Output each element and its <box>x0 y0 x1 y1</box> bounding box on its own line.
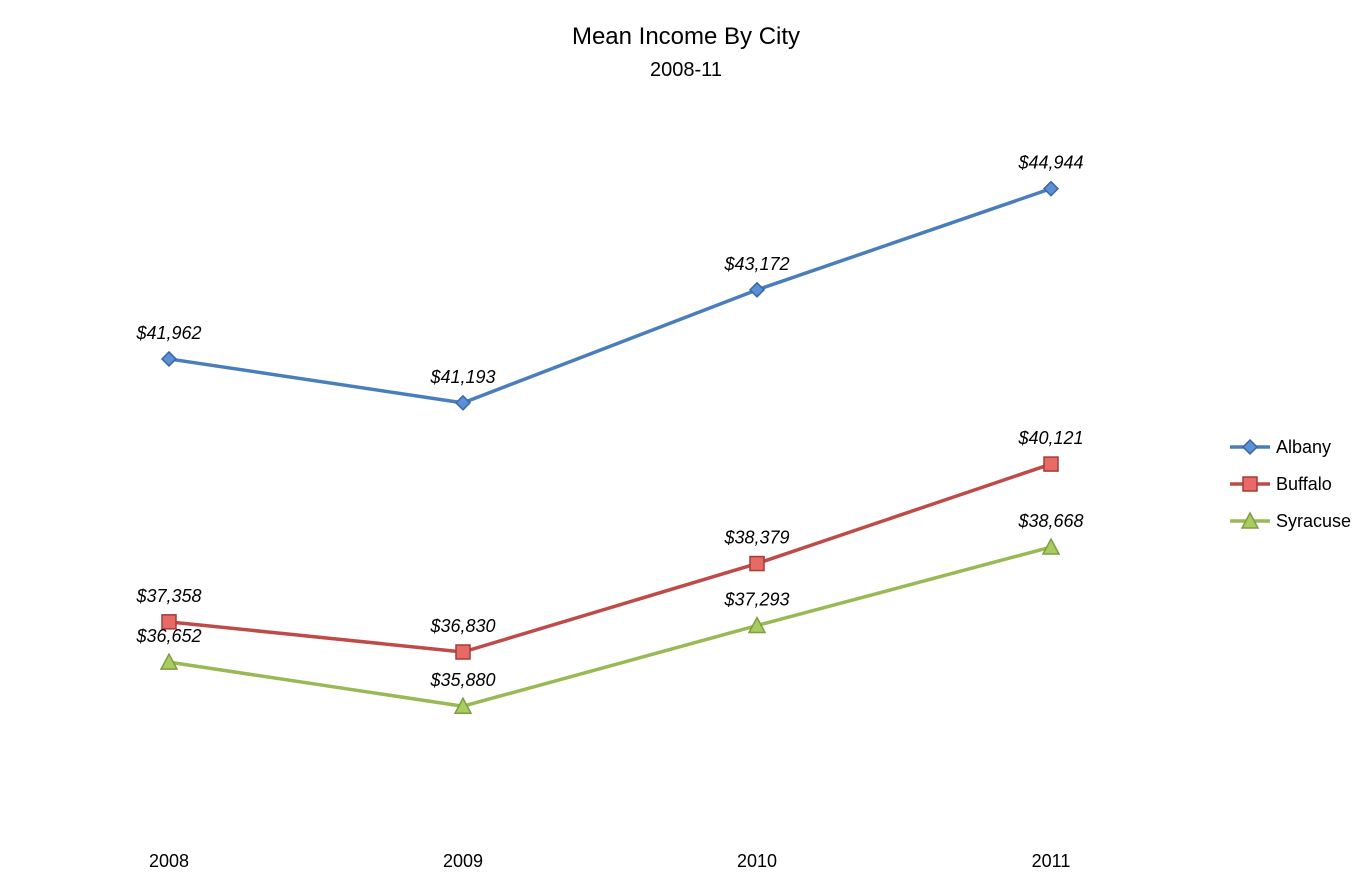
legend-marker-albany <box>1241 438 1259 456</box>
chart-subtitle: 2008-11 <box>650 59 722 81</box>
legend-item-albany: Albany <box>1230 437 1331 457</box>
data-label-buffalo-2009: $36,830 <box>429 616 495 636</box>
legend-label-syracuse: Syracuse <box>1276 511 1351 531</box>
data-point-buffalo-2010 <box>749 555 765 572</box>
data-point-syracuse-2009 <box>453 696 473 714</box>
data-point-albany-2009 <box>454 394 472 411</box>
series-syracuse <box>159 537 1061 714</box>
legend-item-buffalo: Buffalo <box>1230 474 1332 494</box>
data-point-syracuse-2011 <box>1041 537 1061 555</box>
series-albany <box>160 180 1060 411</box>
data-point-syracuse-2008 <box>159 652 179 670</box>
data-point-buffalo-2009 <box>455 644 471 660</box>
data-point-albany-2011 <box>1042 180 1060 197</box>
data-label-buffalo-2008: $37,358 <box>135 586 201 606</box>
data-point-albany-2008 <box>160 350 178 367</box>
legend-item-syracuse: Syracuse <box>1230 511 1351 531</box>
data-labels-layer: $41,962 $41,193 $43,172 $44,944 $37,358 $36,8… <box>135 153 1083 691</box>
data-label-syracuse-2010: $37,293 <box>723 590 789 610</box>
series-line-syracuse <box>168 545 1052 708</box>
x-axis: 2008 2009 2010 2011 <box>149 851 1070 871</box>
legend: Albany Buffalo Syracuse <box>1230 437 1351 531</box>
series-line-albany <box>168 186 1052 405</box>
data-label-albany-2009: $41,193 <box>429 367 495 387</box>
data-label-albany-2010: $43,172 <box>723 254 789 274</box>
legend-marker-syracuse <box>1240 511 1260 529</box>
data-label-syracuse-2008: $36,652 <box>135 626 201 646</box>
series-layer <box>159 180 1061 714</box>
x-tick-label: 2010 <box>737 851 777 871</box>
x-tick-label: 2008 <box>149 851 189 871</box>
x-tick-label: 2009 <box>443 851 483 871</box>
x-tick-label: 2011 <box>1032 851 1071 871</box>
series-buffalo <box>161 456 1059 660</box>
data-label-buffalo-2011: $40,121 <box>1017 428 1083 448</box>
data-point-buffalo-2008 <box>161 614 177 630</box>
data-point-buffalo-2011 <box>1043 456 1059 472</box>
chart-title: Mean Income By City <box>572 23 800 50</box>
data-label-syracuse-2011: $38,668 <box>1017 511 1083 531</box>
legend-label-albany: Albany <box>1276 437 1331 457</box>
data-label-albany-2008: $41,962 <box>135 323 201 343</box>
legend-marker-buffalo <box>1242 476 1258 492</box>
series-line-buffalo <box>168 462 1052 654</box>
legend-label-buffalo: Buffalo <box>1276 474 1332 494</box>
data-point-albany-2010 <box>748 281 766 298</box>
data-label-albany-2011: $44,944 <box>1017 153 1083 173</box>
data-label-syracuse-2009: $35,880 <box>429 670 495 690</box>
data-point-syracuse-2010 <box>747 615 767 634</box>
data-label-buffalo-2010: $38,379 <box>723 528 789 548</box>
